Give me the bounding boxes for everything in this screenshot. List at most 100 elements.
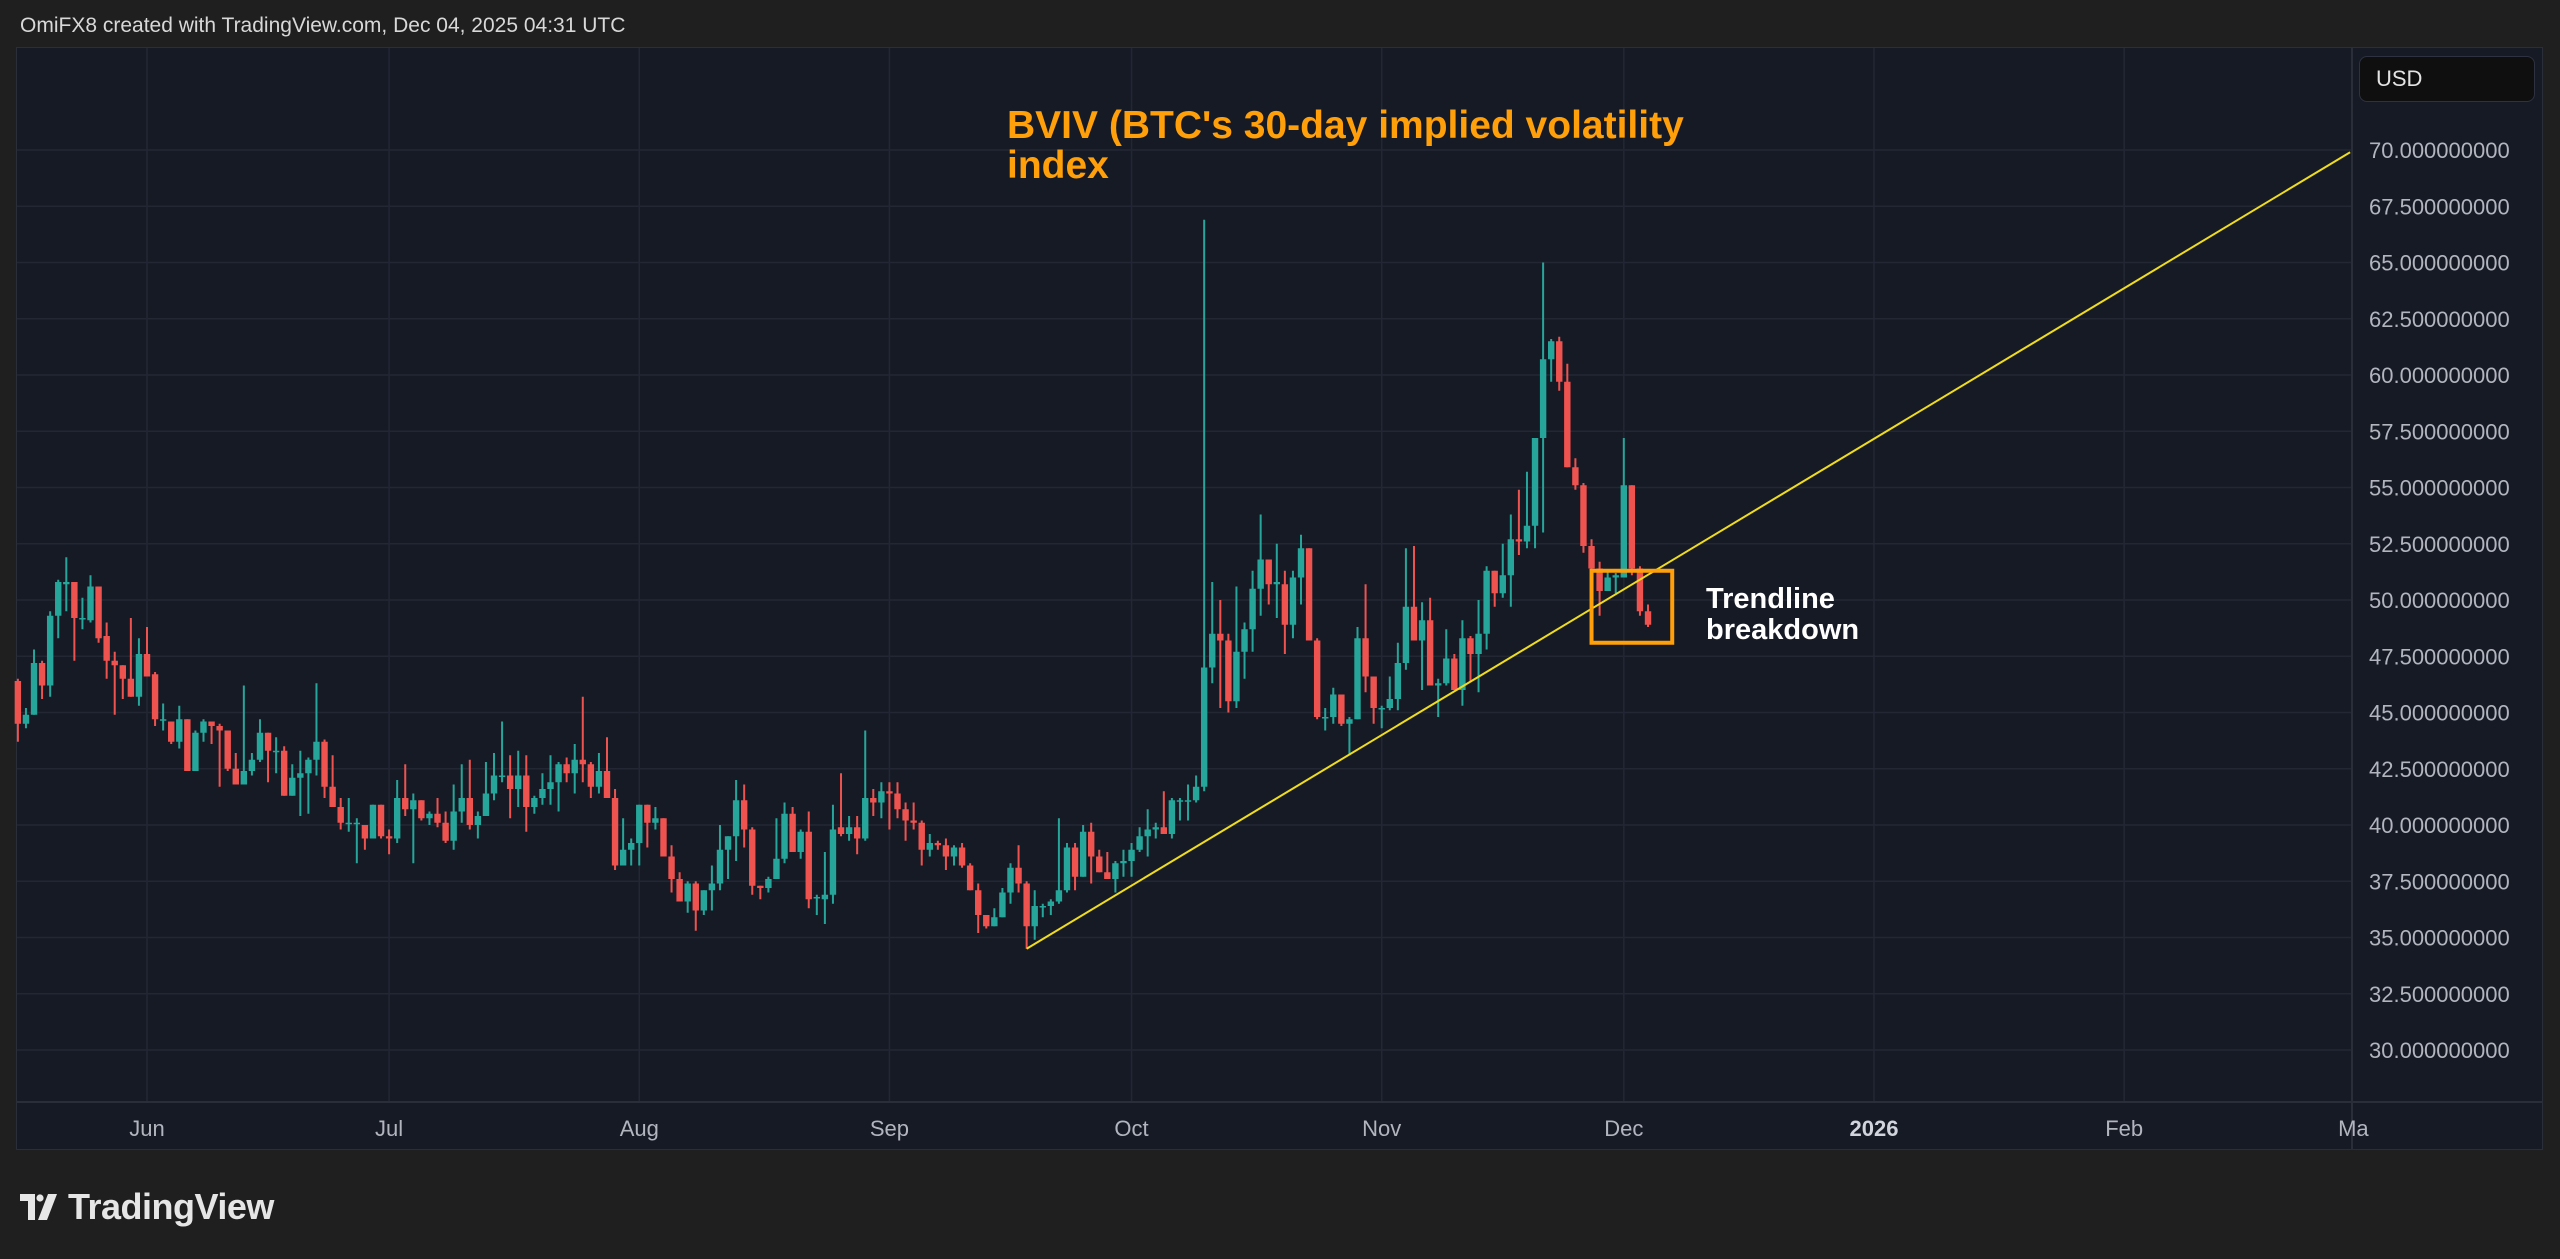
- candle-body-down: [208, 721, 215, 726]
- candle-body-up: [1354, 638, 1361, 720]
- candle-body-down: [1338, 694, 1345, 724]
- price-tick-label: 30.000000000: [2369, 1038, 2510, 1063]
- candle-body-down: [1572, 467, 1579, 486]
- candle-body-up: [1273, 582, 1280, 585]
- candle-body-down: [442, 822, 449, 841]
- candle-body-down: [644, 804, 651, 823]
- chart-pane[interactable]: [16, 47, 2543, 1150]
- candle-body-down: [377, 804, 385, 837]
- candle-body-down: [740, 800, 748, 830]
- price-tick-label: 37.500000000: [2369, 869, 2510, 894]
- candle-body-down: [1636, 568, 1644, 612]
- candle-body-up: [1047, 901, 1055, 906]
- candle-body-down: [1467, 638, 1474, 654]
- candle-body-up: [1257, 559, 1264, 589]
- time-tick-label: Ma: [2338, 1116, 2369, 1141]
- candle-body-up: [256, 732, 264, 760]
- price-axis: 70.000000000 67.500000000 65.000000000 62.5…: [2369, 138, 2510, 1063]
- candle-body-up: [1168, 800, 1176, 834]
- candle-body-down: [870, 798, 877, 803]
- time-tick-label: Oct: [1114, 1116, 1148, 1141]
- candle-body-down: [611, 798, 619, 866]
- candle-body-up: [30, 663, 38, 715]
- candle-body-up: [684, 883, 691, 902]
- candle-body-up: [1192, 786, 1200, 801]
- candle-body-up: [1176, 800, 1184, 802]
- candle-body-up: [1483, 570, 1490, 634]
- currency-button[interactable]: USD: [2359, 56, 2535, 102]
- time-tick-label: Sep: [870, 1116, 909, 1141]
- price-tick-label: 40.000000000: [2369, 813, 2510, 838]
- candle-body-up: [1507, 539, 1515, 576]
- candle-body-down: [1096, 856, 1103, 873]
- candle-body-up: [1136, 836, 1143, 850]
- grid: [17, 48, 2352, 1102]
- candle-body-down: [506, 775, 514, 789]
- candle-body-down: [805, 831, 812, 900]
- candle-body-down: [119, 665, 126, 679]
- candle-body-up: [1435, 683, 1442, 686]
- tradingview-logo[interactable]: TradingView: [20, 1186, 274, 1228]
- candle-body-up: [1378, 708, 1385, 710]
- time-tick-label: Aug: [620, 1116, 659, 1141]
- candle-body-down: [385, 836, 393, 839]
- candle-body-down: [1515, 539, 1523, 542]
- candle-body-down: [958, 847, 966, 866]
- logo-text: TradingView: [68, 1186, 274, 1227]
- candle-body-up: [87, 586, 94, 621]
- candle-body-down: [789, 813, 796, 852]
- candle-body-down: [1015, 867, 1022, 884]
- candle-body-up: [1394, 663, 1402, 699]
- candle-body-down: [757, 885, 764, 888]
- candle-body-up: [878, 791, 885, 803]
- candle-body-up: [192, 732, 199, 771]
- candle-body-up: [63, 582, 70, 585]
- candle-body-up: [829, 829, 837, 895]
- candle-body-up: [55, 582, 62, 616]
- candle-body-up: [1039, 906, 1046, 908]
- candle-body-up: [410, 800, 417, 810]
- candle-body-down: [603, 771, 611, 798]
- tradingview-logo-icon: [20, 1194, 57, 1220]
- candle-body-up: [135, 654, 143, 697]
- candle-body-down: [1596, 568, 1603, 591]
- candle-body-down: [579, 759, 586, 765]
- candle-body-down: [1580, 485, 1587, 546]
- candle-body-down: [1087, 831, 1095, 857]
- candle-body-up: [240, 771, 248, 785]
- candle-body-up: [539, 789, 546, 798]
- candle-body-down: [168, 721, 175, 742]
- candle-body-up: [845, 827, 853, 834]
- candle-body-up: [571, 759, 578, 774]
- candles: [14, 219, 1652, 949]
- candle-body-up: [482, 793, 490, 816]
- candle-body-up: [1063, 847, 1071, 891]
- candle-body-down: [264, 732, 272, 751]
- candle-body-up: [1152, 827, 1159, 830]
- candle-body-up: [1612, 575, 1619, 578]
- candle-body-down: [1564, 381, 1571, 468]
- candle-body-down: [894, 793, 901, 810]
- breakdown-highlight-box: [1589, 568, 1675, 645]
- candle-body-up: [1523, 525, 1531, 542]
- candle-body-down: [71, 582, 78, 618]
- candle-body-up: [1547, 341, 1555, 360]
- candle-body-down: [1426, 620, 1434, 686]
- candle-body-down: [127, 678, 135, 697]
- candle-body-up: [636, 804, 643, 843]
- candle-body-up: [1249, 588, 1256, 630]
- candle-body-up: [926, 843, 933, 850]
- trendline-breakdown-note: Trendline breakdown: [1706, 583, 1860, 646]
- candle-body-down: [151, 674, 159, 720]
- candle-body-up: [1475, 633, 1482, 654]
- candle-body-up: [724, 836, 732, 850]
- candle-body-up: [176, 719, 183, 742]
- candle-body-up: [813, 897, 821, 899]
- candle-body-up: [1443, 658, 1450, 684]
- price-tick-label: 67.500000000: [2369, 194, 2510, 219]
- candle-body-up: [950, 847, 958, 857]
- candle-body-down: [434, 813, 441, 823]
- candle-body-down: [329, 786, 336, 807]
- price-tick-label: 32.500000000: [2369, 982, 2510, 1007]
